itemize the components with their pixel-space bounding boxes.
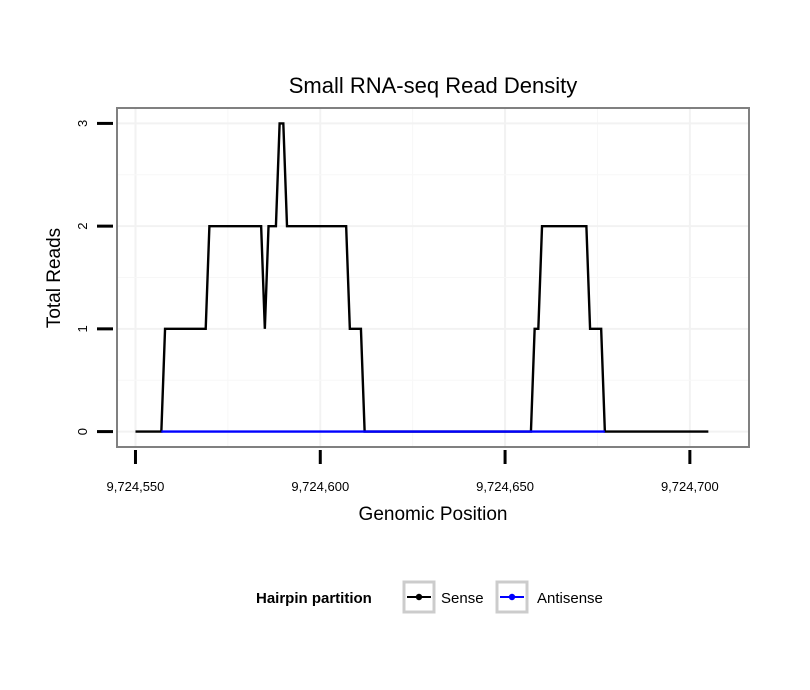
x-tick-label-2: 9,724,650 [476,479,534,494]
y-axis-title: Total Reads [44,228,65,328]
x-tick-label-3: 9,724,700 [661,479,719,494]
legend-label-antisense: Antisense [537,590,603,607]
chart-title: Small RNA-seq Read Density [289,73,578,98]
y-tick-label-2: 2 [75,223,90,230]
y-tick-label-0: 0 [75,428,90,435]
x-axis-title: Genomic Position [359,504,508,525]
legend: Hairpin partition Sense Antisense [256,580,603,614]
legend-point-antisense [508,593,516,601]
grid-lines [117,108,749,447]
legend-item-antisense: Antisense [495,580,603,614]
y-tick-label-1: 1 [75,325,90,332]
legend-title: Hairpin partition [256,590,372,607]
x-tick-label-0: 9,724,550 [107,479,165,494]
y-tick-label-3: 3 [75,120,90,127]
series-line-sense [135,122,709,433]
legend-label-sense: Sense [441,590,484,607]
plot-panel-border [116,107,750,448]
legend-point-sense [415,593,423,601]
legend-item-sense: Sense [402,580,484,614]
series-lines [135,122,709,433]
x-tick-label-1: 9,724,600 [291,479,349,494]
axes: 9,724,550 9,724,600 9,724,650 9,724,700 0 1 2 3 [75,120,719,494]
